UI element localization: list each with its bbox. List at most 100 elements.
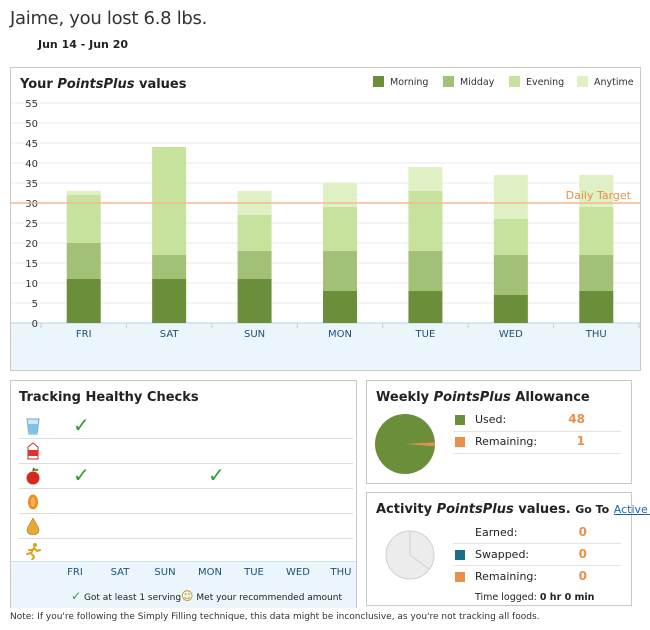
running-person-icon bbox=[25, 542, 41, 561]
chart-title-prefix: Your bbox=[20, 77, 58, 92]
bar-morning bbox=[237, 279, 272, 323]
bar-morning bbox=[408, 291, 443, 323]
oil-drop-icon bbox=[25, 517, 41, 536]
check-row: ✓ bbox=[19, 413, 353, 439]
bar-morning bbox=[493, 295, 528, 323]
divider bbox=[453, 565, 621, 566]
checkmark-icon: ✓ bbox=[208, 463, 225, 487]
key-served-label: Got at least 1 serving bbox=[83, 593, 182, 603]
check-row bbox=[19, 513, 353, 539]
day-label: TUE bbox=[244, 567, 264, 578]
key-met-label: Met your recommended amount bbox=[196, 593, 342, 603]
key-served: ✓ Got at least 1 serving bbox=[71, 589, 181, 603]
time-logged-label: Time logged: bbox=[475, 592, 537, 603]
y-tick-label: 55 bbox=[25, 99, 38, 110]
x-tick-label: WED bbox=[499, 329, 523, 340]
checkmark-icon: ✓ bbox=[73, 413, 90, 437]
activity-title-brand: PointsPlus bbox=[436, 502, 514, 517]
bar-morning bbox=[152, 279, 187, 323]
y-tick-label: 30 bbox=[25, 199, 38, 210]
time-logged: Time logged: 0 hr 0 min bbox=[475, 592, 594, 603]
y-tick-label: 40 bbox=[25, 159, 38, 170]
check-row: ✓ ✓ bbox=[19, 463, 353, 489]
checkmark-icon: ✓ bbox=[71, 589, 82, 603]
bar-evening bbox=[493, 219, 528, 255]
legend-morning: Morning bbox=[373, 76, 428, 88]
y-tick-label: 10 bbox=[25, 279, 38, 290]
y-tick-label: 0 bbox=[32, 319, 38, 330]
earned-value: 0 bbox=[578, 525, 587, 539]
legend-anytime-label: Anytime bbox=[594, 77, 634, 88]
daily-target-label: Daily Target bbox=[566, 189, 632, 202]
allowance-pie-remaining bbox=[405, 442, 435, 447]
bar-midday bbox=[152, 255, 187, 279]
allowance-title-prefix: Weekly bbox=[376, 390, 434, 405]
checkmark-icon: ✓ bbox=[73, 463, 90, 487]
bar-morning bbox=[323, 291, 357, 323]
divider bbox=[453, 453, 621, 454]
bar-midday bbox=[66, 243, 101, 279]
activity-remaining-label: Remaining: bbox=[475, 570, 538, 583]
bar-evening bbox=[323, 207, 357, 251]
checks-days-band: FRI SAT SUN MON TUE WED THU ✓ Got at least 1 s… bbox=[11, 561, 356, 608]
milk-carton-icon bbox=[25, 442, 41, 460]
check-row bbox=[19, 438, 353, 464]
legend-midday: Midday bbox=[443, 76, 494, 88]
remaining-label: Remaining: bbox=[475, 435, 538, 448]
check-row bbox=[19, 488, 353, 514]
checks-title: Tracking Healthy Checks bbox=[19, 390, 199, 405]
capsule-icon bbox=[25, 492, 41, 510]
bar-anytime bbox=[493, 175, 528, 219]
day-label: FRI bbox=[67, 567, 83, 578]
y-tick-label: 20 bbox=[25, 239, 38, 250]
bar-morning bbox=[66, 279, 101, 323]
y-tick-label: 5 bbox=[32, 299, 38, 310]
bar-morning bbox=[579, 291, 614, 323]
remaining-swatch-icon bbox=[455, 437, 465, 447]
water-glass-icon bbox=[25, 417, 41, 435]
day-label: MON bbox=[198, 567, 222, 578]
divider bbox=[453, 543, 621, 544]
bar-midday bbox=[237, 251, 272, 279]
used-value: 48 bbox=[568, 412, 585, 426]
key-met: ☺ Met your recommended amount bbox=[181, 589, 342, 603]
legend-evening: Evening bbox=[509, 76, 564, 88]
y-tick-label: 35 bbox=[25, 179, 38, 190]
active-link[interactable]: Active Link bbox=[613, 503, 650, 516]
allowance-title: Weekly PointsPlus Allowance bbox=[376, 390, 590, 405]
bar-midday bbox=[323, 251, 357, 291]
legend-swatch-icon bbox=[577, 76, 588, 87]
bar-evening bbox=[66, 195, 101, 243]
legend-evening-label: Evening bbox=[526, 77, 565, 88]
y-tick-label: 25 bbox=[25, 219, 38, 230]
earned-label: Earned: bbox=[475, 526, 518, 539]
bar-evening bbox=[408, 191, 443, 251]
x-tick-label: MON bbox=[328, 329, 352, 340]
date-range: Jun 14 - Jun 20 bbox=[38, 38, 129, 51]
allowance-title-brand: PointsPlus bbox=[433, 390, 511, 405]
healthy-checks-panel: Tracking Healthy Checks ✓ ✓ ✓ FRI SAT SUN MON… bbox=[10, 380, 357, 608]
stacked-bar-chart: 0 5 10 15 20 25 30 35 40 45 50 55 FRI SAT SUN MON TUE WED… bbox=[11, 99, 640, 370]
legend-swatch-icon bbox=[373, 76, 384, 87]
activity-pie bbox=[385, 530, 435, 580]
day-label: SUN bbox=[154, 567, 176, 578]
legend-morning-label: Morning bbox=[390, 77, 429, 88]
activity-title: Activity PointsPlus values. Go To Active… bbox=[376, 502, 650, 517]
activity-remaining-swatch-icon bbox=[455, 572, 465, 582]
swapped-label: Swapped: bbox=[475, 548, 530, 561]
chart-title: Your PointsPlus values bbox=[20, 77, 187, 92]
divider bbox=[453, 431, 621, 432]
y-tick-label: 45 bbox=[25, 139, 38, 150]
smiley-icon: ☺ bbox=[181, 589, 194, 603]
x-tick-label: FRI bbox=[76, 329, 92, 340]
legend-swatch-icon bbox=[509, 76, 520, 87]
used-label: Used: bbox=[475, 413, 507, 426]
bar-anytime bbox=[66, 191, 101, 195]
weekly-allowance-panel: Weekly PointsPlus Allowance Used: 48 Rem… bbox=[366, 380, 632, 484]
legend-anytime: Anytime bbox=[577, 76, 634, 88]
x-tick-label: SUN bbox=[244, 329, 265, 340]
bar-evening bbox=[579, 207, 614, 255]
y-tick-label: 50 bbox=[25, 119, 38, 130]
legend-midday-label: Midday bbox=[460, 77, 495, 88]
bar-midday bbox=[579, 255, 614, 291]
